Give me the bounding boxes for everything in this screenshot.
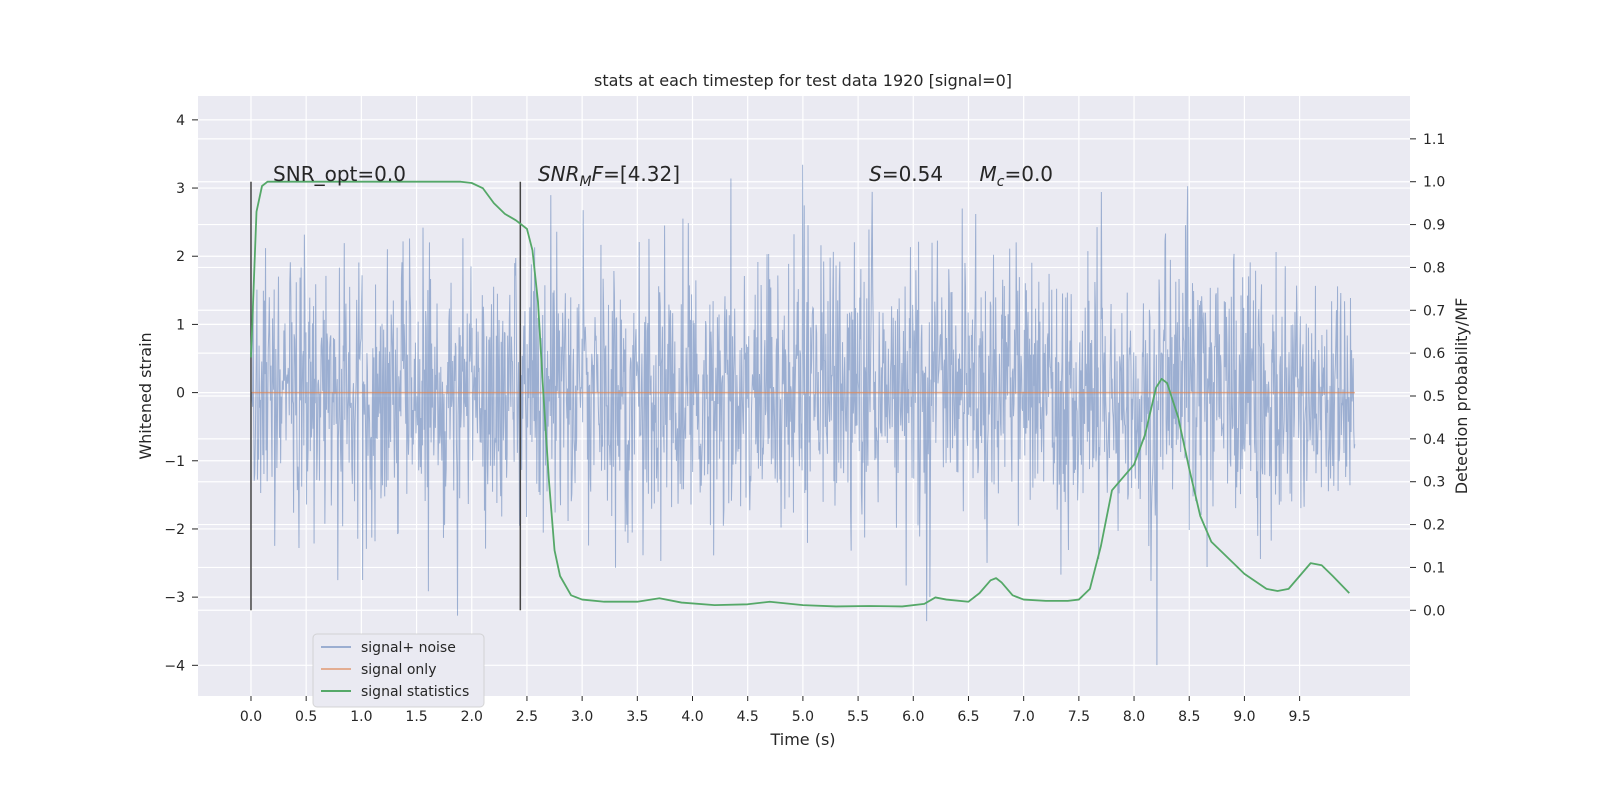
annotation-3: Mc=0.0 — [980, 162, 1054, 190]
annotation-2: S=0.54 — [869, 162, 943, 186]
x-tick-label: 0.5 — [295, 709, 317, 725]
x-tick-label: 2.5 — [516, 709, 538, 725]
chart-title: stats at each timestep for test data 192… — [594, 71, 1012, 90]
y-tick-label: −4 — [164, 658, 185, 674]
annotation-1: SNRMF=[4.32] — [538, 162, 680, 190]
x-tick-label: 5.0 — [792, 709, 814, 725]
y-tick-label: 4 — [176, 113, 185, 129]
signal-statistics-series — [250, 180, 1350, 608]
x-axis-title: Time (s) — [769, 730, 835, 749]
x-tick-label: 5.5 — [847, 709, 869, 725]
y-tick-label: 3 — [176, 181, 185, 197]
signal-statistics-line — [250, 180, 1350, 608]
y-tick-label: −3 — [164, 590, 185, 606]
y-right-tick-label: 0.0 — [1423, 603, 1445, 619]
y-right-tick-label: 0.9 — [1423, 218, 1445, 234]
x-tick-label: 4.5 — [737, 709, 759, 725]
x-tick-label: 1.0 — [350, 709, 372, 725]
y-right-tick-label: 0.5 — [1423, 389, 1445, 405]
y-right-tick-label: 0.4 — [1423, 432, 1445, 448]
x-ticks: 0.0 0.5 1.0 1.5 2.0 2.5 3.0 3.5 4.0 4.5 5.0 5.5 6.0 6… — [240, 696, 1311, 725]
y-ticks-right: 0.0 0.1 0.2 0.3 0.4 0.5 0.6 0.7 0.8 0.9 1.0 1.1 — [1410, 132, 1445, 619]
y-right-tick-label: 0.3 — [1423, 475, 1445, 491]
x-tick-label: 4.0 — [681, 709, 703, 725]
legend-label-signal: signal only — [361, 662, 436, 678]
y-right-tick-label: 1.1 — [1423, 132, 1445, 148]
x-tick-label: 1.5 — [405, 709, 427, 725]
y-right-tick-label: 0.1 — [1423, 560, 1445, 576]
x-tick-label: 3.0 — [571, 709, 593, 725]
signal-noise-series — [250, 164, 1356, 666]
y-right-tick-label: 0.7 — [1423, 303, 1445, 319]
y-right-tick-label: 0.8 — [1423, 260, 1445, 276]
y-tick-label: 1 — [176, 317, 185, 333]
y-axis-title-left: Whitened strain — [136, 332, 155, 459]
y-right-tick-label: 0.6 — [1423, 346, 1445, 362]
annotation-0: SNR_opt=0.0 — [273, 162, 406, 186]
x-tick-label: 8.0 — [1123, 709, 1145, 725]
y-right-tick-label: 0.2 — [1423, 518, 1445, 534]
y-tick-label: −2 — [164, 522, 185, 538]
legend-label-noise: signal+ noise — [361, 640, 456, 656]
noise-trace — [250, 164, 1356, 666]
y-right-tick-label: 1.0 — [1423, 175, 1445, 191]
x-tick-label: 7.0 — [1013, 709, 1035, 725]
x-tick-label: 8.5 — [1178, 709, 1200, 725]
x-tick-label: 9.0 — [1233, 709, 1255, 725]
annotations: SNR_opt=0.0 SNRMF=[4.32] S=0.54 Mc=0.0 — [273, 162, 1053, 190]
x-tick-label: 6.5 — [957, 709, 979, 725]
legend-label-stats: signal statistics — [361, 684, 469, 700]
legend-box — [312, 633, 485, 708]
x-tick-label: 2.0 — [461, 709, 483, 725]
y-axis-title-right: Detection probability/MF — [1452, 298, 1471, 495]
legend: signal+ noise signal only signal statist… — [312, 633, 485, 708]
x-tick-label: 7.5 — [1068, 709, 1090, 725]
x-tick-label: 0.0 — [240, 709, 262, 725]
x-tick-label: 9.5 — [1288, 709, 1310, 725]
x-tick-label: 6.0 — [902, 709, 924, 725]
vertical-markers — [250, 181, 522, 611]
y-ticks-left: −4 −3 −2 −1 0 1 2 3 4 — [164, 113, 198, 674]
y-tick-label: 2 — [176, 249, 185, 265]
x-tick-label: 3.5 — [626, 709, 648, 725]
y-tick-label: −1 — [164, 454, 185, 470]
y-tick-label: 0 — [176, 386, 185, 402]
